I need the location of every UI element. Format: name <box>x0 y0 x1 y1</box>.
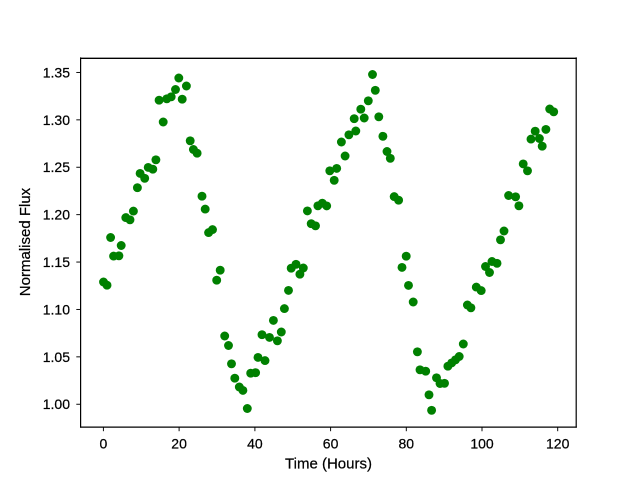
svg-text:100: 100 <box>470 435 494 451</box>
svg-text:0: 0 <box>100 435 108 451</box>
svg-text:1.00: 1.00 <box>43 396 70 412</box>
svg-text:1.30: 1.30 <box>43 112 70 128</box>
svg-text:1.25: 1.25 <box>43 159 70 175</box>
svg-text:1.20: 1.20 <box>43 207 70 223</box>
svg-text:40: 40 <box>247 435 263 451</box>
svg-text:1.15: 1.15 <box>43 254 70 270</box>
svg-text:20: 20 <box>171 435 187 451</box>
svg-text:80: 80 <box>399 435 415 451</box>
svg-text:1.10: 1.10 <box>43 301 70 317</box>
svg-text:1.05: 1.05 <box>43 349 70 365</box>
svg-text:Time (Hours): Time (Hours) <box>285 455 372 472</box>
svg-text:60: 60 <box>323 435 339 451</box>
svg-text:1.35: 1.35 <box>43 64 70 80</box>
svg-text:120: 120 <box>546 435 570 451</box>
svg-text:Normalised Flux: Normalised Flux <box>17 187 34 296</box>
